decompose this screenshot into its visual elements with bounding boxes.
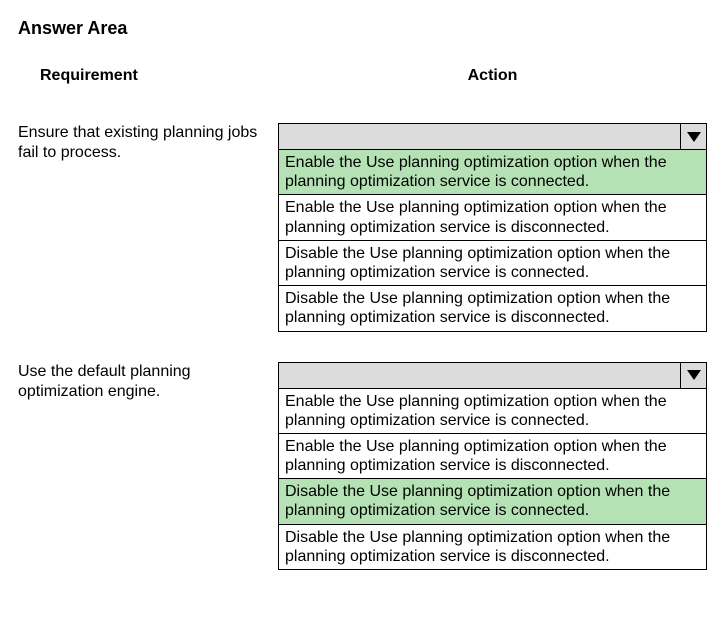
dropdown-option[interactable]: Enable the Use planning optimization opt…	[279, 195, 706, 240]
dropdown-header[interactable]	[279, 363, 706, 389]
dropdown-option[interactable]: Enable the Use planning optimization opt…	[279, 389, 706, 434]
requirement-text: Use the default planning optimization en…	[18, 362, 278, 402]
dropdown-option[interactable]: Enable the Use planning optimization opt…	[279, 150, 706, 195]
requirement-text: Ensure that existing planning jobs fail …	[18, 123, 278, 163]
dropdown-option[interactable]: Disable the Use planning optimization op…	[279, 241, 706, 286]
page-title: Answer Area	[18, 18, 707, 39]
dropdown-option[interactable]: Enable the Use planning optimization opt…	[279, 434, 706, 479]
action-header: Action	[468, 67, 518, 84]
action-dropdown[interactable]: Enable the Use planning optimization opt…	[278, 123, 707, 332]
dropdown-header[interactable]	[279, 124, 706, 150]
question-block: Use the default planning optimization en…	[18, 362, 707, 571]
dropdown-option[interactable]: Disable the Use planning optimization op…	[279, 479, 706, 524]
dropdown-option[interactable]: Disable the Use planning optimization op…	[279, 525, 706, 569]
question-block: Ensure that existing planning jobs fail …	[18, 123, 707, 332]
column-headers: Requirement Action	[18, 67, 707, 85]
dropdown-option[interactable]: Disable the Use planning optimization op…	[279, 286, 706, 330]
action-dropdown[interactable]: Enable the Use planning optimization opt…	[278, 362, 707, 571]
requirement-header: Requirement	[40, 67, 138, 84]
chevron-down-icon[interactable]	[680, 363, 706, 388]
chevron-down-icon[interactable]	[680, 124, 706, 149]
